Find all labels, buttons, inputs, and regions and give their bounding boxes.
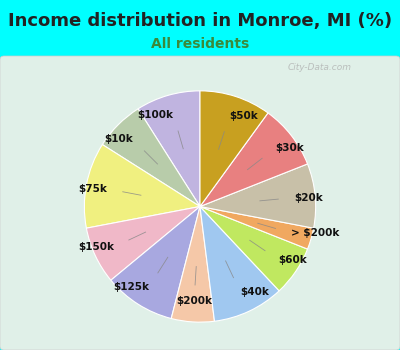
Wedge shape xyxy=(200,164,316,228)
Text: $40k: $40k xyxy=(240,287,269,297)
Wedge shape xyxy=(171,206,214,322)
Text: $30k: $30k xyxy=(275,144,304,153)
Text: City-Data.com: City-Data.com xyxy=(288,63,352,72)
Wedge shape xyxy=(102,109,200,206)
Text: $50k: $50k xyxy=(229,111,258,121)
Wedge shape xyxy=(200,91,268,206)
Wedge shape xyxy=(86,206,200,280)
Wedge shape xyxy=(111,206,200,318)
Wedge shape xyxy=(138,91,200,206)
Text: > $200k: > $200k xyxy=(291,228,340,238)
Wedge shape xyxy=(200,206,308,291)
Text: Income distribution in Monroe, MI (%): Income distribution in Monroe, MI (%) xyxy=(8,12,392,30)
Wedge shape xyxy=(84,145,200,228)
Text: All residents: All residents xyxy=(151,37,249,51)
Text: $75k: $75k xyxy=(78,184,107,194)
Text: $125k: $125k xyxy=(113,281,149,292)
Text: $20k: $20k xyxy=(294,193,323,203)
FancyBboxPatch shape xyxy=(0,56,400,350)
Text: $10k: $10k xyxy=(104,134,133,145)
Wedge shape xyxy=(200,206,314,249)
Text: $200k: $200k xyxy=(176,296,212,306)
Text: $60k: $60k xyxy=(278,255,307,265)
Wedge shape xyxy=(200,206,279,321)
Text: $150k: $150k xyxy=(78,242,114,252)
Wedge shape xyxy=(200,113,308,206)
Text: $100k: $100k xyxy=(138,111,174,120)
